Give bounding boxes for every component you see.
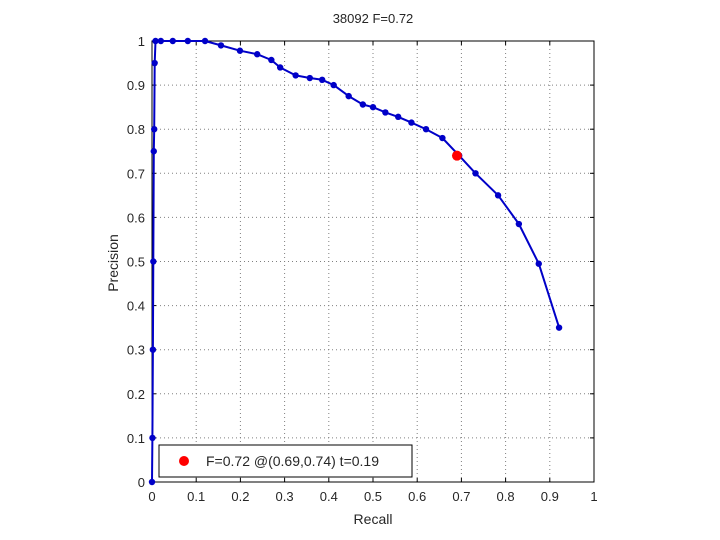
data-point xyxy=(201,37,209,45)
data-point xyxy=(236,47,244,54)
data-point xyxy=(217,42,225,49)
x-tick-label: 0.2 xyxy=(231,489,249,504)
x-tick-label: 0.3 xyxy=(276,489,294,504)
x-tick-label: 0.5 xyxy=(364,489,382,504)
y-tick-label: 0.1 xyxy=(127,431,145,446)
x-tick-label: 0.9 xyxy=(541,489,559,504)
x-tick-label: 1 xyxy=(590,489,597,504)
y-tick-label: 0.2 xyxy=(127,387,145,402)
data-point xyxy=(149,434,156,442)
data-point xyxy=(330,81,337,89)
data-point xyxy=(345,92,352,100)
max-f-point xyxy=(451,150,462,161)
x-tick-label: 0.8 xyxy=(497,489,515,504)
y-tick-label: 0.4 xyxy=(127,299,145,314)
data-point xyxy=(369,103,377,111)
data-point xyxy=(318,76,326,84)
y-axis-label: Precision xyxy=(105,234,121,292)
data-point xyxy=(169,37,176,45)
data-point xyxy=(152,37,159,45)
legend-box xyxy=(158,444,413,478)
data-point xyxy=(394,113,402,121)
data-point xyxy=(494,192,502,199)
data-point xyxy=(184,37,192,45)
data-point xyxy=(535,260,542,267)
data-point xyxy=(253,51,261,58)
data-point xyxy=(439,134,446,142)
data-point xyxy=(359,101,367,108)
data-point xyxy=(276,64,284,71)
series-layer xyxy=(148,37,563,486)
data-point xyxy=(157,37,165,45)
legend-text: F=0.72 @(0.69,0.74) t=0.19 xyxy=(206,453,379,469)
y-tick-labels: 0 0.1 0.2 0.3 0.4 0.5 0.6 0.7 0.8 0.9 1 xyxy=(127,34,145,490)
data-point xyxy=(149,346,157,353)
data-point xyxy=(382,109,389,116)
data-point xyxy=(515,220,523,228)
legend-marker xyxy=(179,456,189,466)
x-tick-label: 0 xyxy=(148,489,155,504)
data-point xyxy=(408,119,415,126)
y-tick-label: 1 xyxy=(138,34,145,49)
y-tick-label: 0.7 xyxy=(127,166,145,181)
y-tick-label: 0.8 xyxy=(127,122,145,137)
y-tick-label: 0.5 xyxy=(127,255,145,270)
data-point xyxy=(292,72,299,79)
chart-title: 38092 F=0.72 xyxy=(333,11,414,26)
y-tick-label: 0.6 xyxy=(127,210,145,225)
x-tick-label: 0.4 xyxy=(320,489,338,504)
x-tick-label: 0.7 xyxy=(452,489,470,504)
legend: F=0.72 @(0.69,0.74) t=0.19 xyxy=(158,444,413,478)
x-tick-labels: 0 0.1 0.2 0.3 0.4 0.5 0.6 0.7 0.8 0.9 1 xyxy=(148,489,597,504)
grid xyxy=(152,41,594,482)
data-point xyxy=(472,170,479,177)
x-axis-label: Recall xyxy=(354,511,393,527)
data-point xyxy=(150,258,157,265)
data-point xyxy=(555,324,563,331)
y-tick-label: 0.9 xyxy=(127,78,145,93)
data-point xyxy=(422,126,430,133)
data-point xyxy=(148,478,156,486)
y-tick-label: 0.3 xyxy=(127,343,145,358)
y-tick-label: 0 xyxy=(138,475,145,490)
data-point xyxy=(151,126,158,133)
data-point xyxy=(150,148,157,155)
x-tick-label: 0.6 xyxy=(408,489,426,504)
data-point xyxy=(268,56,275,64)
data-point xyxy=(151,59,158,67)
x-tick-label: 0.1 xyxy=(187,489,205,504)
data-point xyxy=(306,74,313,82)
